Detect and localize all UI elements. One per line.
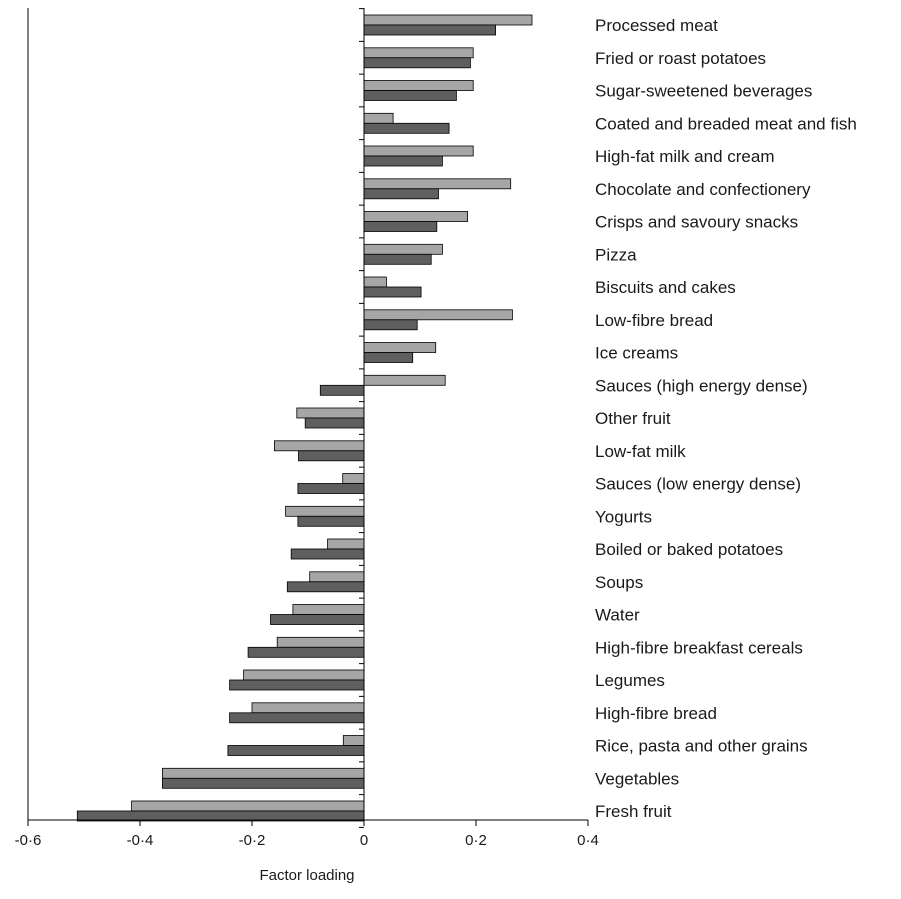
bar-2-4 xyxy=(363,155,443,167)
bar-2-20 xyxy=(229,679,365,691)
category-label: Chocolate and confectionery xyxy=(595,180,811,199)
category-label: Processed meat xyxy=(595,16,718,35)
bar-1-6 xyxy=(363,211,468,222)
bar-1-3 xyxy=(363,112,394,124)
bar-1-20 xyxy=(243,669,365,681)
bar-2-18 xyxy=(270,614,365,625)
category-label: Legumes xyxy=(595,671,665,690)
bar-2-6 xyxy=(363,221,438,232)
bar-1-21 xyxy=(251,702,365,714)
category-label: Vegetables xyxy=(595,769,679,788)
bar-2-1 xyxy=(363,57,471,69)
labels-group: Processed meat Fried or roast potatoes Sug… xyxy=(15,16,857,849)
category-label: Biscuits and cakes xyxy=(595,278,736,297)
category-label: Sugar-sweetened beverages xyxy=(595,82,812,101)
bar-2-11 xyxy=(319,384,365,396)
x-tick-label: 0·4 xyxy=(577,832,599,849)
bar-1-17 xyxy=(309,571,365,583)
bar-2-8 xyxy=(363,286,422,298)
bar-1-23 xyxy=(161,767,365,779)
bar-2-10 xyxy=(363,352,414,363)
bar-2-0 xyxy=(363,24,497,36)
x-tick-label: -0·2 xyxy=(239,832,266,849)
bar-1-1 xyxy=(363,47,474,59)
category-label: Low-fibre bread xyxy=(595,311,713,330)
bar-1-19 xyxy=(276,636,365,648)
bars-group xyxy=(76,14,533,822)
x-tick-label: 0 xyxy=(360,832,368,849)
bar-2-2 xyxy=(363,90,457,101)
x-tick-label: -0·4 xyxy=(127,832,154,849)
bar-1-14 xyxy=(342,473,365,484)
bar-2-12 xyxy=(304,417,365,429)
bar-1-18 xyxy=(292,604,365,615)
x-tick-label: -0·6 xyxy=(15,832,42,849)
category-label: High-fat milk and cream xyxy=(595,147,775,166)
bar-1-13 xyxy=(273,440,365,452)
category-label: Sauces (high energy dense) xyxy=(595,376,808,395)
category-label: Pizza xyxy=(595,245,637,264)
bar-1-15 xyxy=(285,505,365,517)
bar-2-23 xyxy=(161,777,365,789)
category-label: High-fibre breakfast cereals xyxy=(595,638,803,657)
bar-1-10 xyxy=(363,342,437,353)
bar-2-13 xyxy=(298,450,365,462)
bar-1-7 xyxy=(363,243,443,255)
category-label: Sauces (low energy dense) xyxy=(595,475,801,494)
category-label: Boiled or baked potatoes xyxy=(595,540,783,559)
bar-2-3 xyxy=(363,122,450,134)
category-label: High-fibre bread xyxy=(595,704,717,723)
category-label: Other fruit xyxy=(595,409,671,428)
bar-2-15 xyxy=(297,515,365,527)
bar-2-19 xyxy=(247,646,365,658)
category-label: Rice, pasta and other grains xyxy=(595,737,808,756)
bar-1-0 xyxy=(363,14,533,26)
category-label: Soups xyxy=(595,573,643,592)
bar-1-12 xyxy=(296,407,365,419)
bar-2-14 xyxy=(297,483,365,494)
category-label: Coated and breaded meat and fish xyxy=(595,114,857,133)
bar-2-16 xyxy=(290,548,365,560)
category-label: Yogurts xyxy=(595,507,652,526)
x-axis-title: Factor loading xyxy=(259,867,354,884)
category-label: Low-fat milk xyxy=(595,442,686,461)
bar-1-16 xyxy=(327,538,365,550)
category-label: Crisps and savoury snacks xyxy=(595,213,798,232)
bar-1-8 xyxy=(363,276,387,288)
bar-1-22 xyxy=(342,735,365,746)
bar-1-2 xyxy=(363,80,474,91)
bar-1-24 xyxy=(131,800,365,812)
bar-2-21 xyxy=(229,712,365,724)
bar-2-5 xyxy=(363,188,439,200)
bar-1-11 xyxy=(363,374,446,386)
category-label: Ice creams xyxy=(595,344,678,363)
bar-1-5 xyxy=(363,178,512,190)
x-tick-label: 0·2 xyxy=(465,832,487,849)
category-label: Water xyxy=(595,606,640,625)
category-label: Fresh fruit xyxy=(595,802,672,821)
axes-group xyxy=(27,8,589,828)
category-label: Fried or roast potatoes xyxy=(595,49,766,68)
bar-2-7 xyxy=(363,253,432,265)
bar-1-9 xyxy=(363,309,513,321)
bar-2-22 xyxy=(227,745,365,756)
bar-2-9 xyxy=(363,319,418,331)
bar-2-17 xyxy=(286,581,365,593)
bar-1-4 xyxy=(363,145,474,157)
